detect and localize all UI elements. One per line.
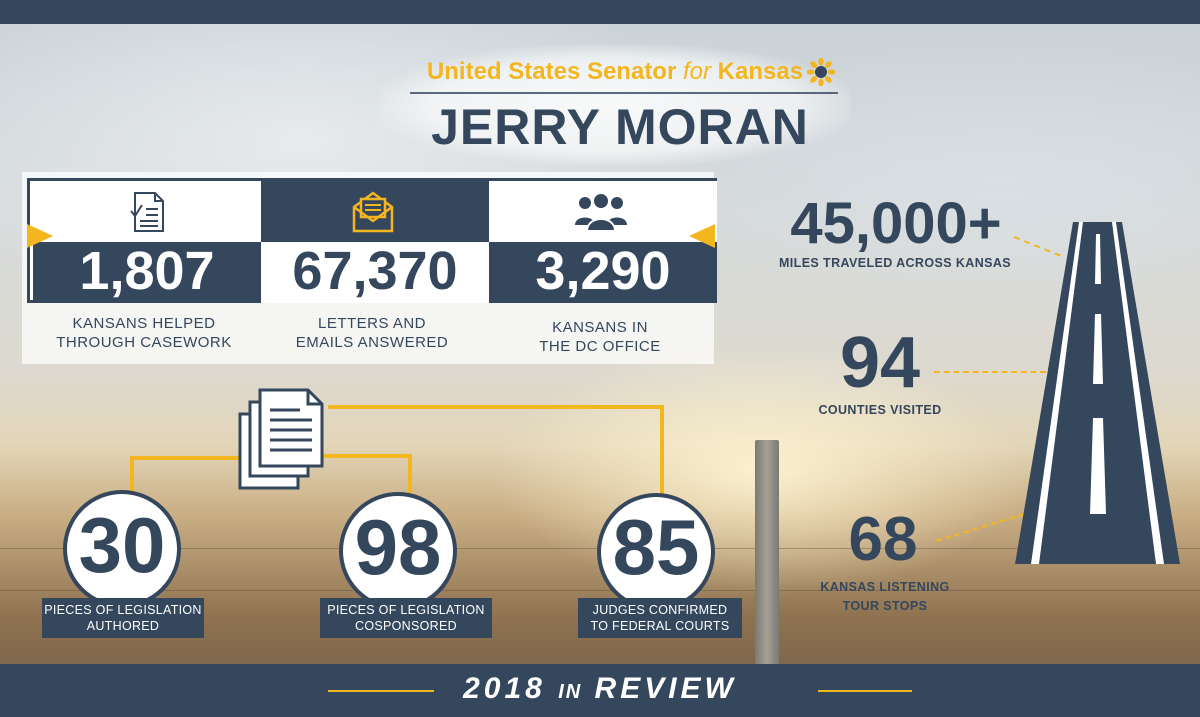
legislation-label-line: AUTHORED <box>86 619 160 633</box>
footer-title: 2018 IN REVIEW <box>0 672 1200 706</box>
stat-label: LETTERS AND EMAILS ANSWERED <box>258 314 486 352</box>
subtitle-state: Kansas <box>711 58 804 85</box>
stat-label-line: EMAILS ANSWERED <box>295 334 449 351</box>
envelope-icon <box>352 191 394 233</box>
connector-line <box>130 458 134 493</box>
stat-value: 3,290 <box>535 241 671 301</box>
fence-wire <box>0 590 1200 591</box>
documents-stack-icon <box>238 388 324 490</box>
legislation-value: 30 <box>78 501 166 589</box>
travel-label: KANSAS LISTENING TOUR STOPS <box>800 578 970 616</box>
legislation-label-line: JUDGES CONFIRMED <box>592 603 728 617</box>
legislation-label: PIECES OF LEGISLATION COSPONSORED <box>320 598 492 638</box>
travel-label: COUNTIES VISITED <box>818 403 942 417</box>
bottom-banner <box>0 664 1200 717</box>
footer-review: REVIEW <box>594 672 737 705</box>
connector-line <box>328 405 664 409</box>
travel-value: 45,000+ <box>790 191 1002 256</box>
travel-label-line: KANSAS LISTENING <box>820 580 950 594</box>
road-icon <box>1015 222 1180 564</box>
footer-rule-right <box>818 690 912 692</box>
stat-label-line: LETTERS AND <box>317 315 427 332</box>
stat-value-cell: 67,370 <box>261 242 489 303</box>
connector-line <box>408 454 412 494</box>
stat-icon-cell <box>261 181 489 242</box>
stat-label-line: KANSANS IN <box>552 319 648 336</box>
stat-label-line: THROUGH CASEWORK <box>56 334 232 351</box>
stat-label-line: THE DC OFFICE <box>539 338 661 355</box>
title-divider <box>410 92 838 94</box>
legislation-label: PIECES OF LEGISLATION AUTHORED <box>42 598 204 638</box>
stat-value-cell: 3,290 <box>489 242 717 303</box>
stat-circle <box>597 493 715 611</box>
stat-label-line: KANSANS HELPED <box>72 315 216 332</box>
top-banner <box>0 0 1200 24</box>
stat-value: 1,807 <box>79 241 215 301</box>
stat-icon-cell <box>33 181 261 242</box>
connector-line <box>320 454 412 458</box>
header-glow <box>380 45 850 165</box>
document-check-icon <box>130 192 164 232</box>
travel-label-line: TOUR STOPS <box>842 599 928 613</box>
stat-circle <box>339 492 457 610</box>
stat-label: KANSANS IN THE DC OFFICE <box>486 318 714 356</box>
travel-value: 94 <box>839 323 921 403</box>
connector-line <box>130 456 242 460</box>
stat-value: 67,370 <box>292 241 458 301</box>
footer-year: 2018 <box>463 672 546 705</box>
stat-label: KANSANS HELPED THROUGH CASEWORK <box>30 314 258 352</box>
legislation-label-line: COSPONSORED <box>355 619 457 633</box>
dash-connector <box>934 371 1046 373</box>
stat-value-cell: 1,807 <box>33 242 261 303</box>
legislation-value: 98 <box>354 503 442 591</box>
stat-icon-cell <box>489 181 717 242</box>
legislation-label-line: TO FEDERAL COURTS <box>590 619 730 633</box>
fence-post <box>755 440 779 670</box>
people-group-icon <box>575 192 627 232</box>
footer-rule-left <box>328 690 434 692</box>
travel-label: MILES TRAVELED ACROSS KANSAS <box>778 256 1012 270</box>
gold-pointer-left <box>27 224 53 248</box>
legislation-label-line: PIECES OF LEGISLATION <box>44 603 202 617</box>
stats-box: 1,807 67,370 3,290 <box>27 178 717 303</box>
footer-in: IN <box>558 681 583 703</box>
senator-name: JERRY MORAN <box>431 99 809 155</box>
travel-value: 68 <box>848 505 918 574</box>
gold-pointer-right <box>689 224 715 248</box>
legislation-value: 85 <box>612 503 700 591</box>
legislation-label-line: PIECES OF LEGISLATION <box>327 603 485 617</box>
subtitle-for: for <box>682 58 711 85</box>
connector-line <box>660 405 664 497</box>
subtitle-text: United States Senator <box>426 58 683 85</box>
senator-subtitle: United States Senator for Kansas <box>0 58 1200 86</box>
legislation-label: JUDGES CONFIRMED TO FEDERAL COURTS <box>578 598 742 638</box>
sunflower-icon <box>807 58 835 86</box>
